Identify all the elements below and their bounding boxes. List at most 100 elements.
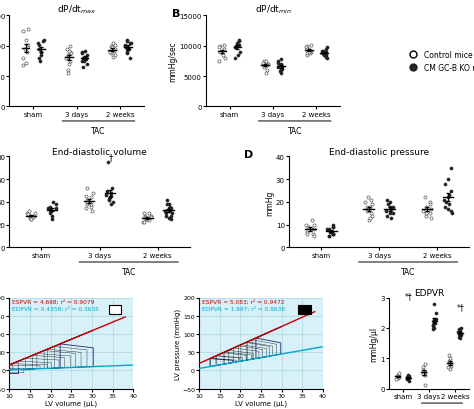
Point (310, 233, 318, 240)
Point (421, 382, 429, 389)
Point (125, 46, 132, 53)
Point (88, 202, 95, 208)
Point (419, 208, 427, 215)
Point (163, 213, 170, 219)
Point (168, 216, 175, 223)
Point (274, 65, 282, 71)
Point (24, 27, 32, 33)
Point (85, 199, 93, 206)
Point (65, 48, 73, 55)
Point (121, 42, 129, 49)
Point (168, 211, 175, 217)
Point (40, 37, 48, 44)
Point (448, 211, 456, 217)
Point (46, 204, 54, 210)
Point (367, 197, 375, 203)
Point (215, 45, 223, 51)
Point (329, 231, 337, 238)
Point (262, 71, 270, 77)
Point (29, 214, 36, 220)
Point (37, 52, 45, 59)
Point (277, 71, 284, 77)
Point (329, 222, 337, 228)
Point (48, 216, 56, 223)
Point (321, 51, 328, 57)
Point (66, 58, 73, 65)
Point (304, 224, 311, 231)
Point (422, 213, 430, 219)
Point (395, 374, 403, 380)
Point (65, 61, 73, 68)
Point (263, 67, 270, 74)
Title: EDPVR: EDPVR (414, 288, 444, 297)
Point (304, 46, 312, 53)
Point (277, 67, 285, 74)
Point (445, 206, 452, 213)
Point (364, 195, 371, 201)
Point (165, 205, 173, 211)
Point (363, 204, 370, 210)
Point (320, 52, 328, 59)
Point (19, 56, 27, 62)
Point (39, 38, 47, 45)
Point (455, 329, 462, 336)
Point (303, 51, 311, 57)
Point (303, 46, 310, 53)
Point (145, 217, 153, 224)
Point (274, 60, 282, 67)
Point (140, 211, 148, 217)
Point (421, 369, 429, 375)
Point (325, 233, 332, 240)
Point (366, 204, 374, 210)
Point (421, 195, 429, 201)
Point (445, 192, 453, 199)
Point (219, 52, 227, 59)
Point (394, 373, 402, 379)
Point (422, 204, 429, 210)
Text: TAC: TAC (288, 127, 302, 136)
Point (27, 214, 34, 220)
Point (82, 205, 89, 211)
Point (109, 45, 116, 51)
Point (102, 192, 110, 199)
Point (24, 212, 32, 218)
Point (142, 216, 150, 223)
Point (23, 211, 31, 217)
Point (87, 204, 94, 210)
Point (79, 51, 86, 57)
Point (324, 227, 331, 233)
Point (303, 222, 310, 228)
Text: *†: *† (404, 292, 412, 301)
Point (122, 43, 129, 50)
Point (19, 28, 27, 35)
Title: dP/dt$_{min}$: dP/dt$_{min}$ (255, 4, 292, 16)
Point (36, 58, 44, 65)
Point (220, 46, 228, 53)
Point (22, 60, 30, 67)
Point (66, 43, 73, 50)
Point (427, 206, 434, 213)
Point (427, 199, 434, 206)
X-axis label: LV volume (μL): LV volume (μL) (46, 399, 98, 406)
Point (308, 42, 315, 49)
Title: End-diastolic pressure: End-diastolic pressure (329, 147, 429, 156)
Point (445, 358, 453, 364)
Point (123, 37, 130, 44)
Point (325, 227, 333, 233)
Point (329, 224, 337, 231)
Point (167, 205, 174, 211)
Point (66, 49, 73, 56)
Point (441, 181, 448, 188)
Point (421, 372, 429, 378)
X-axis label: LV volume (μL): LV volume (μL) (235, 399, 287, 406)
Point (368, 202, 375, 208)
Point (310, 222, 318, 228)
Point (215, 58, 223, 65)
Point (394, 372, 401, 378)
Point (26, 215, 34, 222)
Point (109, 199, 117, 206)
Point (37, 49, 45, 56)
Point (456, 328, 464, 334)
Text: ESPVR = 4.698; r² = 0.9079: ESPVR = 4.698; r² = 0.9079 (12, 299, 94, 304)
Point (82, 57, 90, 63)
